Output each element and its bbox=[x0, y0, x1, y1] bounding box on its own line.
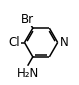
Text: H₂N: H₂N bbox=[17, 67, 39, 80]
Text: N: N bbox=[60, 36, 68, 49]
Text: Cl: Cl bbox=[9, 36, 20, 49]
Text: Br: Br bbox=[21, 13, 34, 26]
